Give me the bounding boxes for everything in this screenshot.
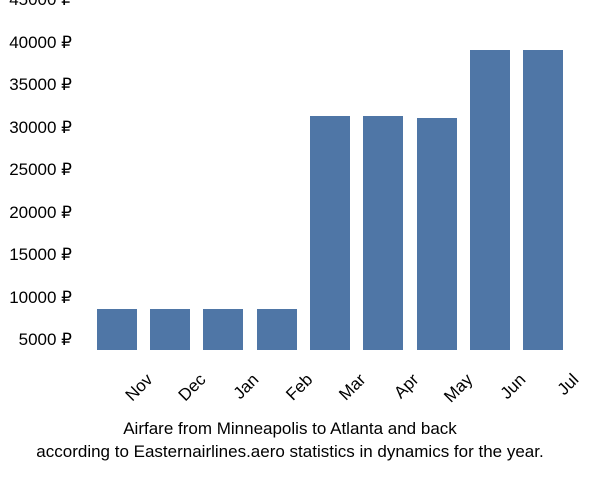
x-tick-label: Jan (221, 370, 263, 412)
y-tick-label: 20000 ₽ (9, 203, 72, 223)
caption-line-2: according to Easternairlines.aero statis… (16, 441, 564, 464)
bar (470, 50, 510, 350)
y-axis: 5000 ₽10000 ₽15000 ₽20000 ₽25000 ₽30000 … (0, 0, 80, 340)
chart-caption: Airfare from Minneapolis to Atlanta and … (10, 414, 570, 464)
x-tick-label: Jun (488, 370, 530, 412)
y-tick-label: 30000 ₽ (9, 118, 72, 138)
x-axis: NovDecJanFebMarAprMayJunJul (90, 350, 570, 414)
x-tick-label: Dec (168, 370, 210, 412)
y-tick-label: 15000 ₽ (9, 245, 72, 265)
x-tick-label: May (434, 370, 476, 412)
bar (150, 309, 190, 350)
x-tick-label: Jul (541, 370, 583, 412)
bars-container (90, 10, 570, 350)
plot-area (90, 10, 570, 350)
x-tick-label: Nov (114, 370, 156, 412)
y-tick-label: 35000 ₽ (9, 75, 72, 95)
bar (257, 309, 297, 350)
bar (417, 118, 457, 350)
y-tick-label: 25000 ₽ (9, 160, 72, 180)
x-tick-label: Mar (328, 370, 370, 412)
airfare-bar-chart: 5000 ₽ 10000 ₽ 15000 ₽ 20000 ₽ 25000 ₽ 30000 … (0, 0, 600, 500)
bar (363, 116, 403, 350)
x-tick-label: Feb (274, 370, 316, 412)
y-tick-label: 45000 ₽ (9, 0, 72, 10)
bar (523, 50, 563, 350)
bar (97, 309, 137, 350)
caption-line-1: Airfare from Minneapolis to Atlanta and … (16, 418, 564, 441)
x-tick-label: Apr (381, 370, 423, 412)
bar (203, 309, 243, 350)
y-tick-label: 5000 ₽ (19, 330, 72, 350)
bar (310, 116, 350, 350)
y-tick-label: 10000 ₽ (9, 288, 72, 308)
y-tick-label: 40000 ₽ (9, 33, 72, 53)
